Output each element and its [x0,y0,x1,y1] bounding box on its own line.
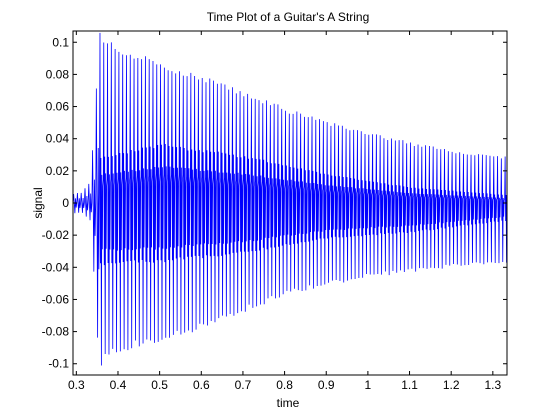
x-tick-label: 0.5 [151,378,168,392]
x-tick-label: 1.2 [443,378,460,392]
x-tick-label: 0.7 [235,378,252,392]
x-tick-label: 0.9 [318,378,335,392]
y-axis-label: signal [31,187,45,218]
y-tick-label: -0.02 [42,228,70,242]
y-tick-label: 0.08 [46,67,70,81]
x-axis-label: time [277,396,300,410]
x-axis-ticks: 0.3 0.4 0.5 0.6 0.7 0.8 0.9 1 1.1 1.2 1.3 [68,31,502,392]
x-tick-label: 0.8 [276,378,293,392]
x-tick-label: 0.4 [110,378,127,392]
x-tick-label: 0.3 [68,378,85,392]
y-tick-label: -0.06 [42,292,70,306]
x-tick-label: 1 [365,378,372,392]
y-tick-label: -0.04 [42,260,70,274]
x-tick-label: 1.3 [484,378,501,392]
signal-line [73,32,507,366]
chart-title: Time Plot of a Guitar's A String [207,10,370,24]
signal-series [73,32,507,366]
y-tick-label: 0.06 [46,100,70,114]
y-tick-label: 0.1 [52,35,69,49]
y-axis-ticks: -0.1 -0.08 -0.06 -0.04 -0.02 0 0.02 0.04 0.06 0.0… [42,35,507,371]
y-tick-label: 0 [62,196,69,210]
x-tick-label: 1.1 [401,378,418,392]
y-tick-label: 0.04 [46,132,70,146]
y-tick-label: -0.1 [48,357,69,371]
y-tick-label: 0.02 [46,164,70,178]
x-tick-label: 0.6 [193,378,210,392]
y-tick-label: -0.08 [42,325,70,339]
